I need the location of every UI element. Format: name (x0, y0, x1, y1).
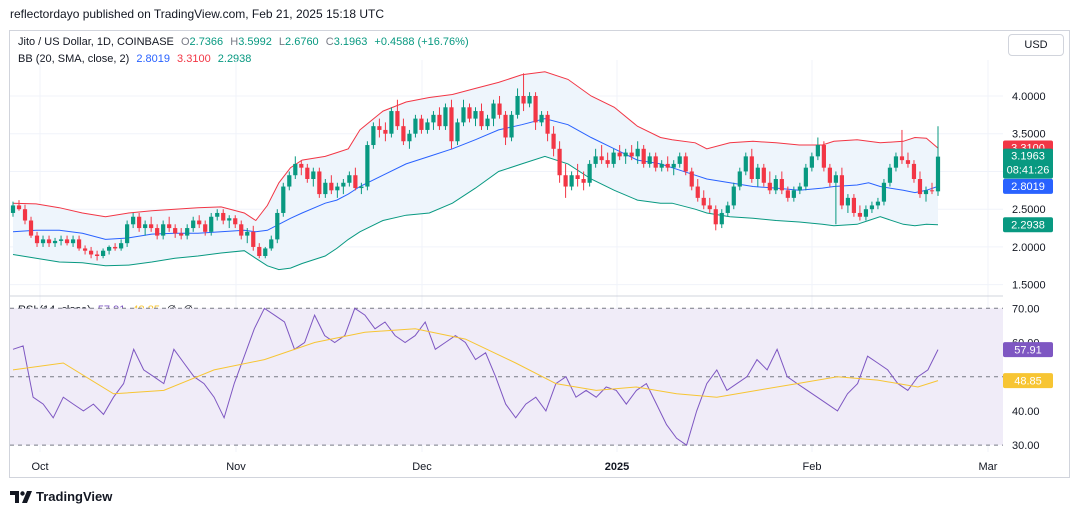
rsi-extra-2: ∅ (183, 304, 194, 316)
rsi-ma-value: 48.85 (132, 304, 160, 316)
currency-button[interactable]: USD (1008, 34, 1064, 56)
bb-upper-value: 3.3100 (177, 53, 211, 65)
change-value: +0.4588 (+16.76%) (374, 36, 469, 48)
close-value: 3.1963 (333, 36, 368, 48)
chart-container[interactable] (9, 30, 1070, 478)
rsi-label[interactable]: RSI (14, close) (18, 304, 91, 316)
bb-lower-value: 2.2938 (217, 53, 252, 65)
high-value: 3.5992 (238, 36, 272, 48)
low-value: 2.6760 (285, 36, 319, 48)
close-label: C (325, 36, 334, 48)
rsi-value: 57.91 (97, 304, 126, 316)
bb-basis-value: 2.8019 (136, 53, 170, 65)
rsi-extra-1: ∅ (167, 304, 177, 316)
high-label: H (230, 36, 239, 48)
bb-label[interactable]: BB (20, SMA, close, 2) (18, 53, 130, 65)
footer: TradingView (10, 489, 112, 504)
open-label: O (180, 36, 190, 48)
main-legend: Jito / US Dollar, 1D, COINBASE O2.7366 H… (18, 36, 473, 48)
brand-name[interactable]: TradingView (36, 489, 113, 504)
tradingview-logo-icon (10, 490, 32, 503)
publisher-attribution: reflectordayo published on TradingView.c… (10, 7, 385, 21)
low-label: L (278, 36, 286, 48)
symbol-label[interactable]: Jito / US Dollar, 1D, COINBASE (18, 36, 174, 48)
bb-legend: BB (20, SMA, close, 2) 2.8019 3.3100 2.2… (18, 53, 255, 65)
open-value: 2.7366 (189, 36, 224, 48)
rsi-legend: RSI (14, close) 57.91 48.85 ∅ ∅ (18, 303, 197, 316)
